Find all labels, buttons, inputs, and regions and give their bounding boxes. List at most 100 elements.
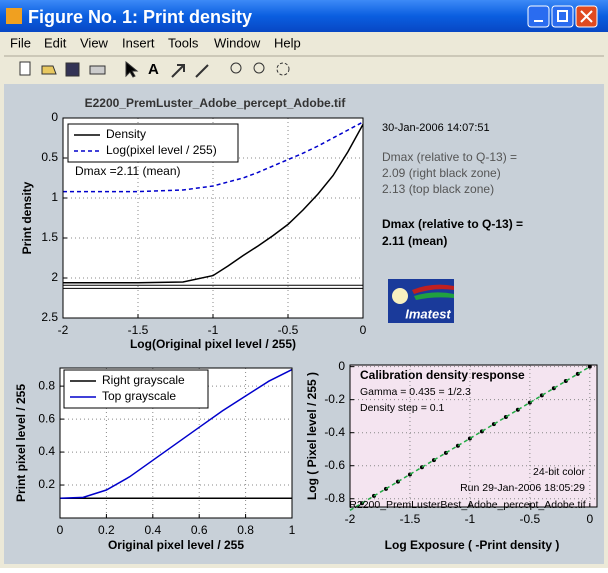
x-axis-label: Log(Original pixel level / 255)	[130, 337, 296, 351]
menu-bar: File Edit View Insert Tools Window Help	[10, 35, 301, 50]
zoom-out-icon[interactable]	[253, 62, 265, 74]
zoom-in-icon[interactable]	[230, 62, 242, 74]
top-zone: 2.13 (top black zone)	[382, 182, 494, 196]
y-axis-label: Print pixel level / 255	[14, 384, 28, 502]
x-tick-label: -1.5	[400, 512, 421, 526]
x-tick-label: 0.6	[191, 523, 208, 537]
timestamp: 30-Jan-2006 14:07:51	[382, 122, 490, 134]
menu-item[interactable]: Edit	[44, 35, 67, 50]
legend-label: Density	[106, 127, 146, 141]
y-tick-label: 2	[51, 270, 58, 284]
chart: -2 -1.5 -1 -0.5 0 0 -0.2 -0.4 -0.6 -0.8 Log Exposu…	[305, 359, 598, 552]
y-tick-label: 0.8	[38, 378, 55, 392]
y-tick-label: -0.8	[324, 491, 345, 505]
y-tick-label: 0	[338, 359, 345, 373]
logo-stripe	[412, 284, 454, 294]
legend	[67, 123, 239, 163]
y-tick-label: -0.4	[324, 425, 345, 439]
title-bar	[0, 0, 608, 32]
chart: -2 -1.5 -1 -0.5 0 0 0.5 1 1.5 2 2.5 E2200_PremLuste…	[20, 96, 366, 351]
x-tick-label: -0.5	[278, 323, 299, 337]
footer-note: Run 29-Jan-2006 18:05:29	[460, 482, 585, 494]
y-tick-label: 0.5	[41, 150, 58, 164]
x-tick-label: -2	[345, 512, 356, 526]
y-tick-label: 1.5	[41, 230, 58, 244]
logo-stripe	[414, 292, 454, 300]
dmax-bold-heading: Dmax (relative to Q-13) =	[382, 217, 523, 231]
legend	[63, 369, 209, 409]
inset-title: Calibration density response	[360, 368, 525, 382]
annotation: Dmax =2.11 (mean)	[75, 164, 181, 178]
series-line	[63, 121, 364, 193]
x-tick-label: 0	[586, 512, 593, 526]
right-zone: 2.09 (right black zone)	[382, 166, 501, 180]
x-tick-label: 0	[360, 323, 367, 337]
series-line	[349, 366, 591, 511]
app-icon	[6, 8, 22, 24]
menu-item[interactable]: Tools	[168, 35, 199, 50]
y-axis-label: Print density	[20, 181, 34, 254]
plot-area	[350, 365, 597, 507]
y-axis-label: Log ( Pixel level / 255 )	[305, 372, 319, 500]
x-tick-label: 0.2	[98, 523, 115, 537]
chart-title: E2200_PremLuster_Adobe_percept_Adobe.tif	[85, 96, 347, 110]
file-name: R2200_PremLusterBest_Adobe_percept_Adobe…	[349, 499, 585, 511]
x-tick-label: -2	[58, 323, 69, 337]
x-axis-label: Original pixel level / 255	[108, 538, 244, 552]
logo-text: Imatest	[405, 306, 451, 321]
logo-sun	[392, 288, 408, 304]
toolbar: A	[19, 60, 290, 78]
side-text: 30-Jan-2006 14:07:51 Dmax (relative to Q…	[382, 122, 523, 323]
menu-item[interactable]: Window	[214, 35, 261, 50]
menu-item[interactable]: Help	[274, 35, 301, 50]
x-tick-label: 0	[57, 523, 64, 537]
x-tick-label: -1	[465, 512, 476, 526]
x-tick-label: 0.4	[144, 523, 161, 537]
minimize-button[interactable]	[527, 5, 550, 28]
y-tick-label: 0.6	[38, 411, 55, 425]
new-icon[interactable]	[19, 61, 31, 76]
pointer-icon[interactable]	[125, 60, 139, 78]
y-tick-label: -0.2	[324, 392, 345, 406]
open-icon[interactable]	[41, 65, 57, 75]
x-tick-label: 0.8	[237, 523, 254, 537]
maximize-button[interactable]	[551, 5, 574, 28]
y-tick-label: -0.6	[324, 458, 345, 472]
dmax-heading: Dmax (relative to Q-13) =	[382, 150, 517, 164]
dmax-bold-value: 2.11 (mean)	[382, 234, 447, 248]
line-icon[interactable]	[195, 64, 209, 78]
x-tick-label: -1	[208, 323, 219, 337]
button-glyphs	[534, 10, 593, 23]
rotate-icon[interactable]	[276, 62, 290, 76]
axes-box	[59, 367, 293, 519]
menu-item[interactable]: Insert	[122, 35, 155, 50]
x-tick-label: -0.5	[520, 512, 541, 526]
x-axis-label: Log Exposure ( -Print density )	[385, 538, 560, 552]
arrow-icon[interactable]	[171, 64, 185, 78]
y-tick-label: 2.5	[41, 310, 58, 324]
legend-label: Top grayscale	[102, 389, 176, 403]
x-tick-label: -1.5	[128, 323, 149, 337]
note: Density step = 0.1	[360, 402, 444, 414]
y-tick-label: 1	[51, 190, 58, 204]
y-tick-label: 0.4	[38, 444, 55, 458]
window-title: Figure No. 1: Print density	[28, 7, 252, 27]
axes-box	[62, 117, 364, 319]
series-line	[63, 124, 364, 284]
footer-note: 24-bit color	[533, 466, 585, 478]
note: Gamma = 0.435 = 1/2.3	[360, 386, 471, 398]
y-tick-label: 0.2	[38, 477, 55, 491]
print-icon[interactable]	[89, 65, 106, 75]
menu-item[interactable]: View	[80, 35, 109, 50]
text-icon[interactable]: A	[148, 61, 159, 78]
menu-item[interactable]: File	[10, 35, 31, 50]
point	[587, 364, 592, 369]
series-line	[59, 368, 293, 499]
legend-label: Log(pixel level / 255)	[106, 143, 217, 157]
x-tick-label: 1	[289, 523, 296, 537]
y-tick-label: 0	[51, 110, 58, 124]
save-icon[interactable]	[65, 62, 80, 77]
axes-box	[349, 364, 598, 508]
